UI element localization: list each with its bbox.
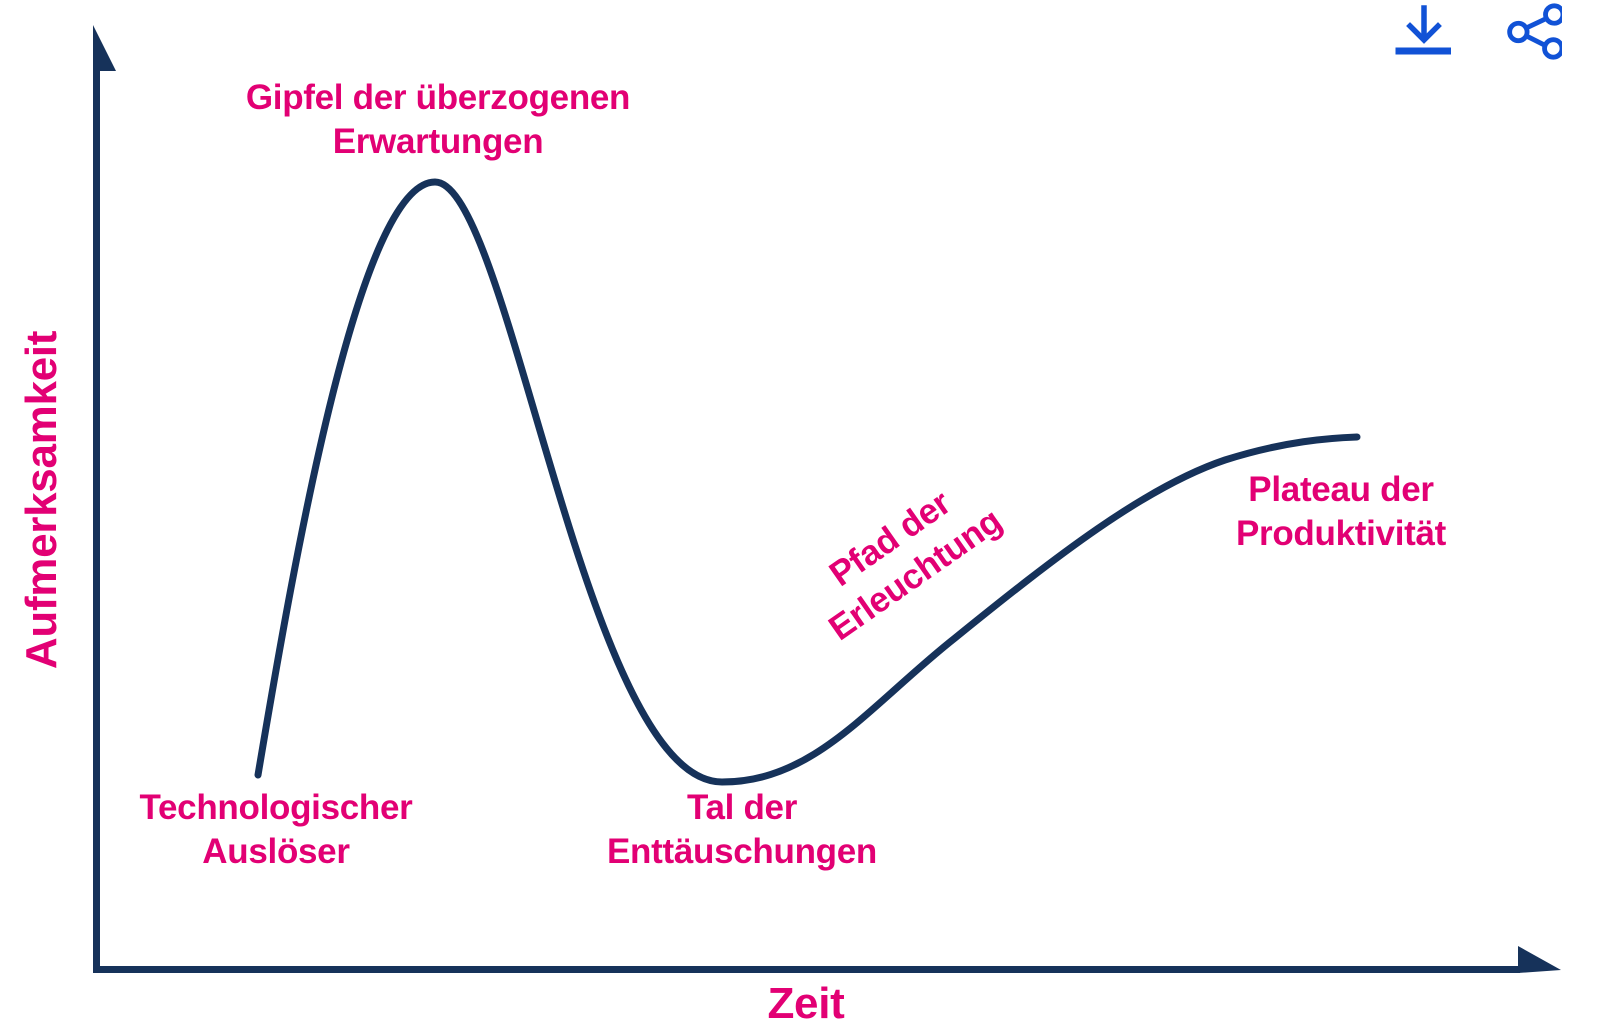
label-technology-trigger: Technologischer Auslöser — [140, 786, 413, 874]
download-icon — [1395, 5, 1451, 55]
x-axis-label: Zeit — [767, 979, 845, 1028]
y-axis-label: Aufmerksamkeit — [17, 330, 66, 670]
label-plateau-of-productivity: Plateau der Produktivität — [1236, 468, 1446, 556]
label-line: Gipfel der überzogenen — [245, 78, 631, 117]
share-icon — [1507, 3, 1562, 60]
y-axis — [93, 25, 116, 973]
label-line: Auslöser — [202, 832, 350, 871]
label-line: Erwartungen — [332, 122, 544, 161]
download-button[interactable] — [1388, 0, 1452, 64]
y-axis-arrowhead — [93, 25, 116, 71]
label-line: Tal der — [686, 788, 798, 827]
label-trough-of-disillusionment: Tal der Enttäuschungen — [607, 786, 877, 874]
hype-curve — [254, 178, 1361, 786]
label-line: Produktivität — [1235, 514, 1447, 553]
label-line: Enttäuschungen — [607, 832, 877, 871]
label-line: Plateau der — [1248, 470, 1434, 509]
share-button[interactable] — [1498, 0, 1562, 64]
x-axis-arrowhead — [1518, 946, 1561, 973]
label-peak-of-inflated-expectations: Gipfel der überzogenen Erwartungen — [245, 76, 631, 164]
x-axis — [93, 946, 1561, 973]
label-line: Technologischer — [139, 788, 413, 827]
